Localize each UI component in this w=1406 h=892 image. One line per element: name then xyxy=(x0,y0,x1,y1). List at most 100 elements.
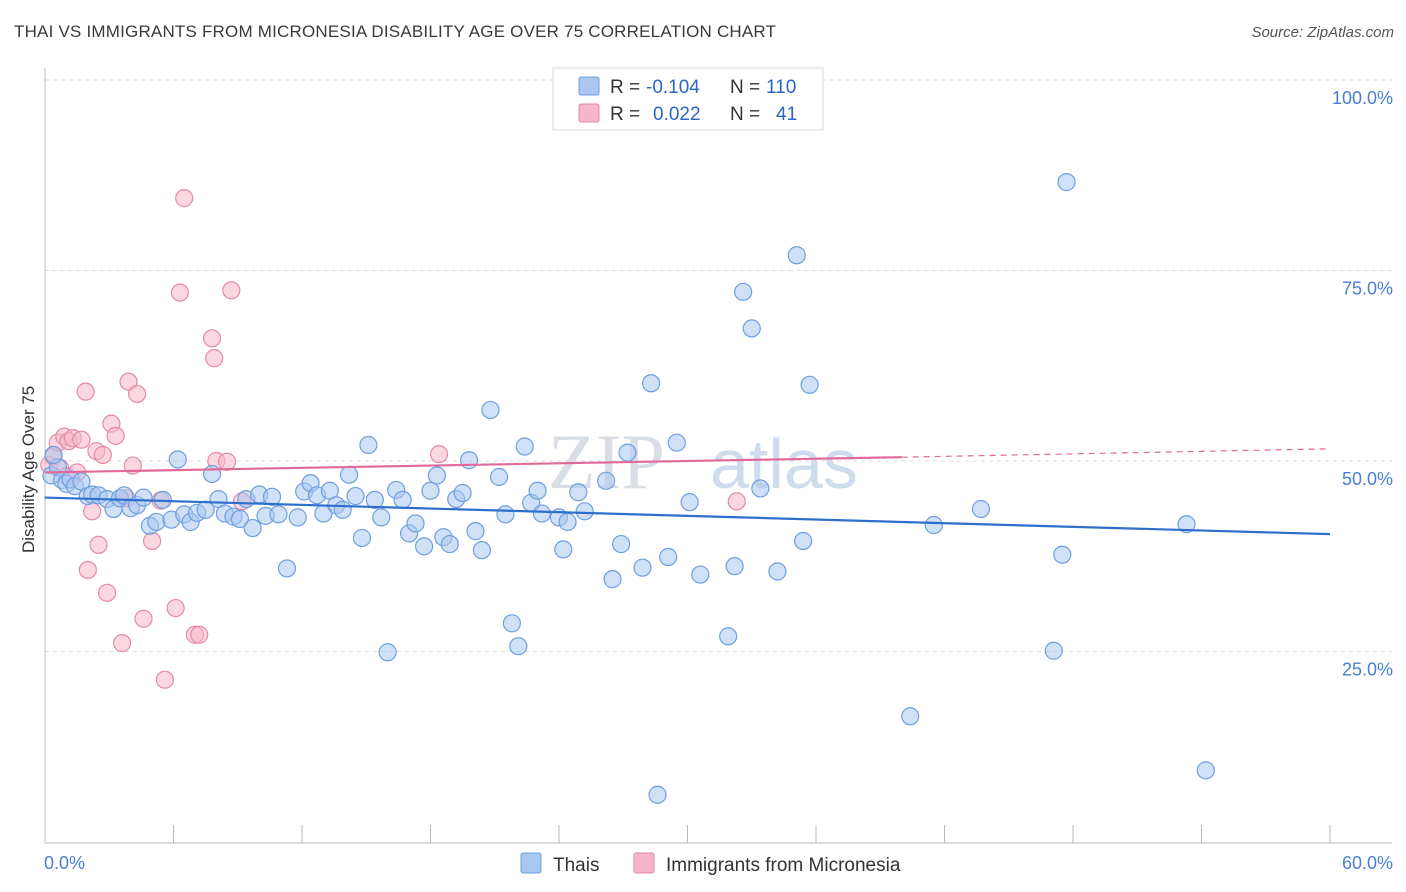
y-tick-label-1: 75.0% xyxy=(1342,279,1393,299)
thais-point-106 xyxy=(1057,173,1076,192)
thais-point-68 xyxy=(489,467,509,487)
thais-point-88 xyxy=(659,547,678,567)
thais-point-37 xyxy=(277,559,297,578)
thais-point-108 xyxy=(1196,761,1215,780)
watermark-atlas: atlas xyxy=(710,425,858,503)
thais-point-81 xyxy=(597,471,616,490)
thais-point-90 xyxy=(680,493,699,512)
thais-point-69 xyxy=(496,505,515,524)
thais-point-49 xyxy=(359,435,378,455)
y-tick-label-3: 25.0% xyxy=(1342,660,1393,680)
thais-point-52 xyxy=(378,643,397,662)
thais-point-50 xyxy=(365,490,384,509)
thais-point-64 xyxy=(459,451,479,470)
micronesia-point-19 xyxy=(112,634,132,653)
bottom-legend: Thais Immigrants from Micronesia xyxy=(520,852,901,876)
thais-point-91 xyxy=(691,565,710,584)
thais-point-56 xyxy=(406,514,425,533)
micronesia-point-16 xyxy=(98,583,117,602)
thais-point-74 xyxy=(528,481,547,500)
trend-lines xyxy=(44,448,1331,536)
thais-point-97 xyxy=(768,562,787,581)
thais-point-47 xyxy=(346,486,365,506)
thais-point-63 xyxy=(453,483,472,503)
thais-point-92 xyxy=(719,627,738,646)
thais-point-16 xyxy=(134,488,153,507)
thais-point-30 xyxy=(230,509,249,529)
thais-point-105 xyxy=(1053,545,1072,564)
thais-point-101 xyxy=(901,707,920,726)
thais-point-45 xyxy=(333,500,352,519)
micronesia-point-27 xyxy=(155,670,175,689)
thais-point-80 xyxy=(575,502,594,521)
micronesia-point-32 xyxy=(190,625,209,644)
legend-swatch-thais xyxy=(578,76,600,96)
bottom-legend-label-micronesia: Immigrants from Micronesia xyxy=(666,855,901,876)
chart-title: THAI VS IMMIGRANTS FROM MICRONESIA DISAB… xyxy=(14,22,777,41)
bottom-legend-swatch-thais xyxy=(520,852,542,874)
thais-point-109 xyxy=(44,445,63,465)
thais-point-102 xyxy=(924,515,943,535)
thais-point-87 xyxy=(648,785,667,804)
trend-line-thais xyxy=(44,496,1331,536)
thais-point-84 xyxy=(618,443,637,462)
watermark: ZIP atlas xyxy=(548,418,858,505)
thais-point-103 xyxy=(971,499,991,519)
trend-line-micronesia xyxy=(44,456,902,474)
micronesia-point-37 xyxy=(217,452,237,471)
micronesia-point-39 xyxy=(429,445,449,464)
thais-point-93 xyxy=(725,557,744,576)
thais-point-95 xyxy=(742,319,761,338)
micronesia-point-34 xyxy=(205,349,224,368)
micronesia-point-12 xyxy=(83,502,102,521)
legend-r-label-2: R = xyxy=(610,104,640,125)
thais-point-98 xyxy=(787,246,806,265)
y-tick-label-0: 100.0% xyxy=(1332,88,1393,108)
legend-n-value-1: 110 xyxy=(766,77,796,98)
thais-point-32 xyxy=(243,518,262,538)
micronesia-point-24 xyxy=(134,609,153,628)
thais-point-21 xyxy=(168,450,187,469)
thais-point-72 xyxy=(515,437,534,456)
thais-point-38 xyxy=(288,508,307,527)
legend-n-label-2: N = xyxy=(730,104,760,125)
thais-point-99 xyxy=(794,531,813,551)
thais-point-83 xyxy=(612,534,631,554)
thais-point-77 xyxy=(554,540,573,559)
micronesia-point-40 xyxy=(727,492,746,511)
thais-point-35 xyxy=(262,487,282,506)
source-label: Source: ZipAtlas.com xyxy=(1251,24,1394,41)
micronesia-point-14 xyxy=(89,535,108,554)
micronesia-point-18 xyxy=(106,426,125,445)
micronesia-point-9 xyxy=(72,430,91,449)
thais-point-54 xyxy=(393,490,412,509)
thais-point-86 xyxy=(641,374,661,393)
thais-point-82 xyxy=(603,570,622,589)
thais-point-79 xyxy=(569,483,588,502)
x-tick-label-min: 0.0% xyxy=(44,853,85,873)
legend-r-value-2: 0.022 xyxy=(653,104,701,125)
legend-r-label-1: R = xyxy=(610,77,640,98)
micronesia-point-25 xyxy=(142,531,162,551)
bottom-legend-label-thais: Thais xyxy=(553,855,599,876)
micronesia-point-15 xyxy=(93,445,112,465)
thais-point-89 xyxy=(667,433,686,452)
thais-point-58 xyxy=(421,481,440,500)
thais-point-107 xyxy=(1177,515,1196,534)
thais-point-78 xyxy=(558,512,577,532)
legend-n-value-2: 41 xyxy=(776,104,797,125)
micronesia-point-11 xyxy=(78,560,97,580)
thais-point-100 xyxy=(800,375,819,394)
micronesia-point-28 xyxy=(166,598,185,618)
micronesia-point-36 xyxy=(222,281,241,300)
thais-point-46 xyxy=(340,465,359,484)
thais-point-94 xyxy=(734,282,753,301)
thais-point-26 xyxy=(202,464,222,484)
thais-point-48 xyxy=(352,528,372,548)
legend-n-label-1: N = xyxy=(730,77,760,98)
thais-point-96 xyxy=(751,479,770,498)
thais-point-61 xyxy=(440,534,459,554)
thais-point-18 xyxy=(147,512,166,532)
y-axis-label: Disability Age Over 75 xyxy=(19,386,38,553)
